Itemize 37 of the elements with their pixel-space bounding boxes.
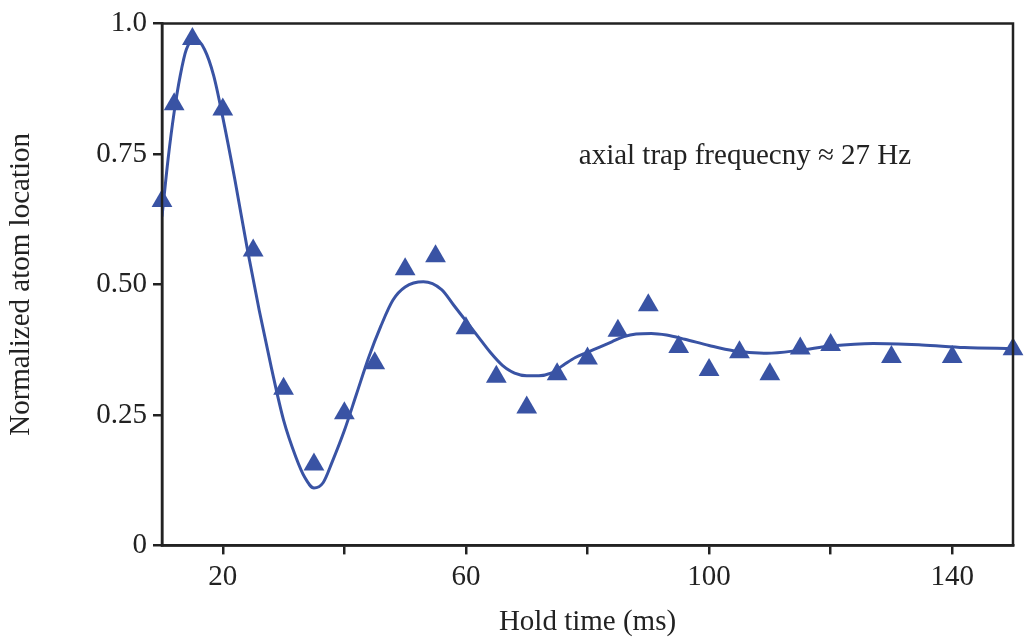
- point: [941, 344, 963, 363]
- x-tick-label: 140: [930, 559, 974, 592]
- point: [455, 316, 477, 335]
- x-axis-title: Hold time (ms): [498, 604, 677, 638]
- point: [212, 97, 234, 116]
- y-tick-label: 1.0: [110, 5, 147, 38]
- point: [333, 401, 355, 420]
- x-tick-label: 100: [687, 559, 731, 592]
- y-tick-label: 0.25: [96, 396, 147, 429]
- point: [881, 344, 902, 363]
- y-axis-title: Normalized atom location: [3, 132, 36, 436]
- point: [242, 238, 264, 257]
- point: [546, 362, 568, 381]
- point: [485, 364, 507, 383]
- point: [820, 332, 842, 351]
- point: [577, 346, 598, 365]
- point: [668, 335, 690, 354]
- y-tick-label: 0.75: [96, 135, 147, 168]
- point: [698, 358, 720, 377]
- point: [789, 336, 811, 355]
- point: [303, 452, 325, 471]
- point: [273, 376, 294, 395]
- x-tick-label: 60: [451, 559, 481, 592]
- point: [759, 362, 781, 381]
- y-tick-label: 0.50: [96, 266, 147, 299]
- point: [516, 395, 538, 414]
- annotation: axial trap frequecny ≈ 27 Hz: [578, 138, 912, 171]
- point: [637, 293, 659, 312]
- point: [729, 340, 750, 359]
- point: [182, 27, 203, 46]
- point: [607, 318, 629, 337]
- point: [163, 92, 185, 111]
- point: [394, 257, 416, 276]
- x-tick-label: 20: [208, 559, 238, 592]
- point: [364, 351, 386, 370]
- point: [425, 244, 446, 263]
- y-tick-label: 0: [132, 527, 147, 560]
